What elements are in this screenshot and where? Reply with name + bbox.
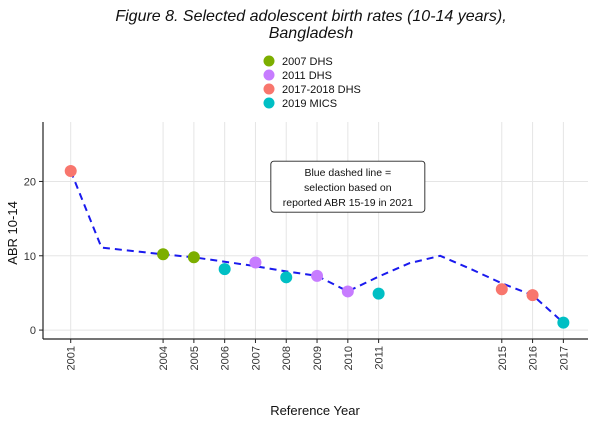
legend-label-0: 2007 DHS	[282, 56, 333, 68]
data-point-2015	[495, 283, 508, 296]
data-point-2016	[526, 289, 539, 302]
annotation-line-2: selection based on	[304, 182, 392, 194]
points-group	[64, 165, 570, 329]
dashed-line-group	[69, 170, 565, 324]
data-point-2008	[280, 271, 293, 284]
legend: 2007 DHS 2011 DHS 2017-2018 DHS 2019 MICS	[263, 55, 361, 110]
y-axis-title: ABR 10-14	[5, 201, 20, 265]
x-tick-label-8: 2011	[374, 346, 386, 370]
data-point-2006	[218, 263, 231, 276]
x-tick-label-5: 2008	[281, 346, 293, 370]
legend-key-1	[263, 69, 275, 81]
y-tick-label-1: 10	[24, 251, 36, 263]
x-ticks: 2001 2004 2005 2006 2007 2008 2009 2010 2011 2015…	[66, 339, 570, 370]
data-point-2017	[557, 316, 570, 329]
legend-key-0	[263, 55, 275, 67]
y-ticks: 0 10 20	[24, 176, 43, 337]
annotation-box: Blue dashed line = selection based on re…	[270, 160, 426, 213]
x-tick-label-2: 2005	[189, 346, 201, 370]
data-point-2010	[341, 285, 354, 298]
legend-label-2: 2017-2018 DHS	[282, 84, 361, 96]
data-point-2011	[372, 287, 385, 300]
x-tick-label-9: 2015	[497, 346, 509, 370]
x-tick-label-1: 2004	[158, 346, 170, 370]
x-tick-label-6: 2009	[312, 346, 324, 370]
chart-title-line2: Bangladesh	[269, 25, 354, 42]
legend-key-3	[263, 97, 275, 109]
grid	[43, 122, 588, 339]
annotation-line-3: reported ABR 15-19 in 2021	[283, 197, 413, 209]
data-point-2007	[249, 256, 262, 269]
y-tick-label-2: 20	[24, 176, 36, 188]
x-tick-label-10: 2016	[528, 346, 540, 370]
x-tick-label-7: 2010	[343, 346, 355, 370]
legend-label-1: 2011 DHS	[282, 70, 332, 82]
annotation-rect	[270, 160, 426, 213]
x-tick-label-0: 2001	[66, 346, 78, 370]
chart-title-line1: Figure 8. Selected adolescent birth rate…	[115, 8, 506, 25]
x-tick-label-11: 2017	[558, 346, 570, 370]
data-point-2009	[311, 269, 324, 282]
data-point-2001	[64, 165, 77, 178]
dashed-series-line	[69, 170, 565, 324]
annotation-line-1: Blue dashed line =	[304, 167, 391, 179]
data-point-2005	[187, 251, 200, 264]
legend-label-3: 2019 MICS	[282, 98, 337, 110]
x-tick-label-4: 2007	[250, 346, 262, 370]
x-tick-label-3: 2006	[220, 346, 232, 370]
x-axis-title: Reference Year	[270, 403, 360, 418]
legend-key-2	[263, 83, 275, 95]
y-tick-label-0: 0	[30, 325, 36, 337]
data-point-2004	[157, 248, 170, 261]
